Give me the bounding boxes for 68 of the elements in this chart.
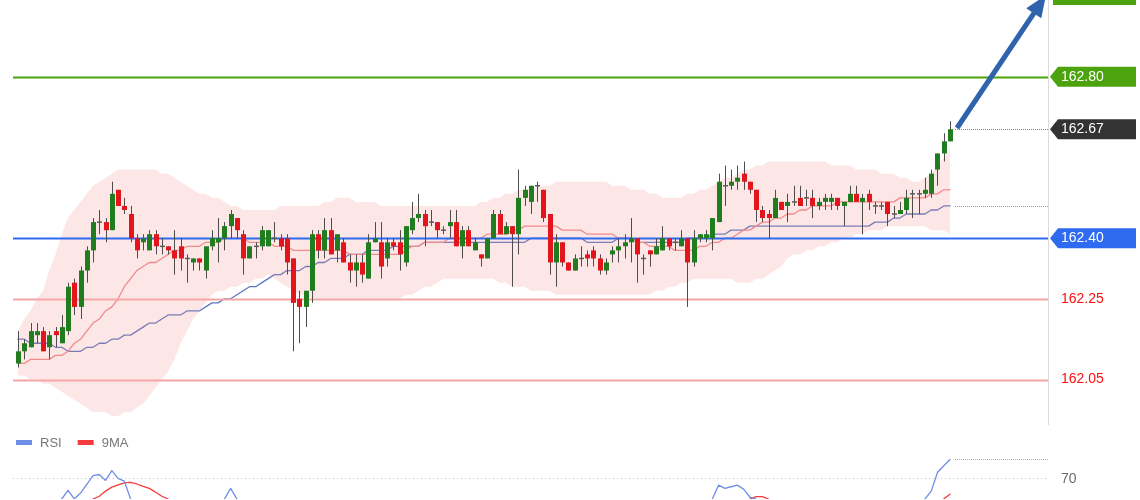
- candlestick: [810, 189, 815, 219]
- candlestick: [416, 193, 421, 223]
- candlestick: [16, 330, 21, 368]
- legend-label: RSI: [40, 434, 62, 450]
- candlestick: [554, 233, 559, 288]
- candlestick: [860, 193, 865, 235]
- candlestick: [498, 209, 503, 235]
- candlestick: [867, 189, 872, 211]
- candlestick: [842, 201, 847, 227]
- candlestick: [179, 237, 184, 272]
- candlestick: [304, 290, 309, 328]
- candlestick: [222, 221, 227, 251]
- candlestick: [742, 161, 747, 191]
- candlestick: [798, 185, 803, 207]
- y-tick-label: 162.40: [1061, 229, 1105, 246]
- candlestick: [322, 217, 327, 259]
- candlestick: [460, 225, 465, 259]
- candlestick: [316, 229, 321, 259]
- candlestick: [629, 217, 634, 263]
- candlestick: [767, 209, 772, 239]
- candlestick: [792, 185, 797, 207]
- candlestick: [54, 326, 59, 348]
- candlestick: [616, 237, 621, 263]
- candlestick: [272, 221, 277, 243]
- candlestick: [97, 209, 102, 235]
- candlestick: [135, 233, 140, 259]
- candlestick: [85, 245, 90, 284]
- candlestick: [910, 189, 915, 219]
- candlestick: [560, 241, 565, 268]
- candlestick: [754, 189, 759, 223]
- candlestick: [172, 229, 177, 276]
- candlestick: [935, 152, 940, 187]
- candlestick: [354, 253, 359, 288]
- y-tick-label: 162.67: [1061, 120, 1105, 137]
- candlestick: [385, 237, 390, 268]
- candlestick: [735, 165, 740, 191]
- candlestick: [598, 253, 603, 276]
- candlestick: [448, 209, 453, 239]
- candlestick: [773, 189, 778, 219]
- candlestick: [348, 253, 353, 284]
- candlestick: [917, 189, 922, 215]
- candlestick: [47, 330, 52, 360]
- candlestick: [423, 209, 428, 247]
- candlestick: [785, 193, 790, 223]
- candlestick: [360, 253, 365, 284]
- y-tick-label: 162.25: [1061, 289, 1105, 306]
- candlestick: [635, 237, 640, 284]
- candlestick: [104, 217, 109, 243]
- candlestick: [723, 165, 728, 207]
- candlestick: [535, 181, 540, 203]
- candlestick: [904, 189, 909, 215]
- text: 70: [1061, 470, 1077, 487]
- candlestick: [235, 217, 240, 239]
- candlestick: [885, 201, 890, 227]
- candlestick: [335, 233, 340, 263]
- y-tick-label: 162.80: [1061, 67, 1105, 84]
- legend-label: 9MA: [101, 434, 129, 450]
- candlestick: [22, 338, 27, 360]
- candlestick: [341, 237, 346, 263]
- candlestick: [510, 225, 515, 288]
- candlestick: [229, 209, 234, 239]
- candlestick: [41, 326, 46, 352]
- candlestick: [729, 169, 734, 191]
- candlestick: [942, 132, 947, 163]
- y-tick-label: 162.05: [1061, 370, 1105, 387]
- candlestick: [398, 229, 403, 272]
- candlestick: [154, 229, 159, 255]
- candlestick: [623, 233, 628, 259]
